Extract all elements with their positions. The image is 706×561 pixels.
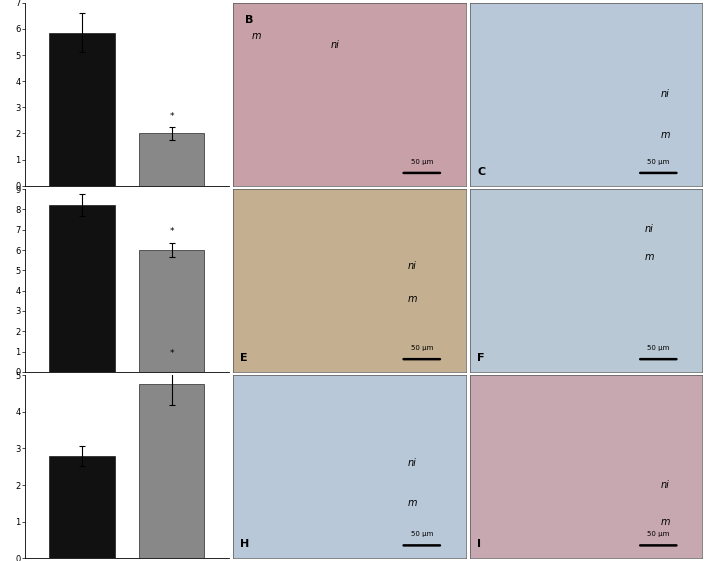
Text: m: m (251, 31, 261, 41)
Text: 50 μm: 50 μm (411, 159, 433, 165)
Text: 50 μm: 50 μm (647, 345, 669, 351)
Text: *: * (169, 228, 174, 237)
Text: ni: ni (645, 224, 653, 234)
Text: ni: ni (661, 480, 669, 490)
Text: ni: ni (331, 40, 340, 50)
Text: *: * (169, 349, 174, 358)
Text: m: m (661, 517, 670, 527)
Text: m: m (661, 130, 670, 140)
Text: E: E (240, 353, 248, 363)
Bar (139, 250, 205, 372)
Text: ni: ni (408, 458, 417, 468)
Text: m: m (408, 498, 417, 508)
Bar (139, 134, 205, 186)
Bar (139, 384, 205, 558)
Text: H: H (240, 539, 249, 549)
Text: 50 μm: 50 μm (647, 159, 669, 165)
Text: B: B (245, 15, 253, 25)
Bar (49, 205, 114, 372)
Text: 50 μm: 50 μm (647, 531, 669, 537)
Text: F: F (477, 353, 484, 363)
Text: C: C (477, 167, 485, 177)
Text: m: m (645, 252, 654, 262)
Text: *: * (169, 112, 174, 121)
Text: ni: ni (408, 261, 417, 271)
Text: 50 μm: 50 μm (411, 345, 433, 351)
Text: ni: ni (661, 89, 669, 99)
Bar (49, 33, 114, 186)
Text: I: I (477, 539, 481, 549)
Bar (49, 456, 114, 558)
Text: 50 μm: 50 μm (411, 531, 433, 537)
Text: m: m (408, 294, 417, 304)
